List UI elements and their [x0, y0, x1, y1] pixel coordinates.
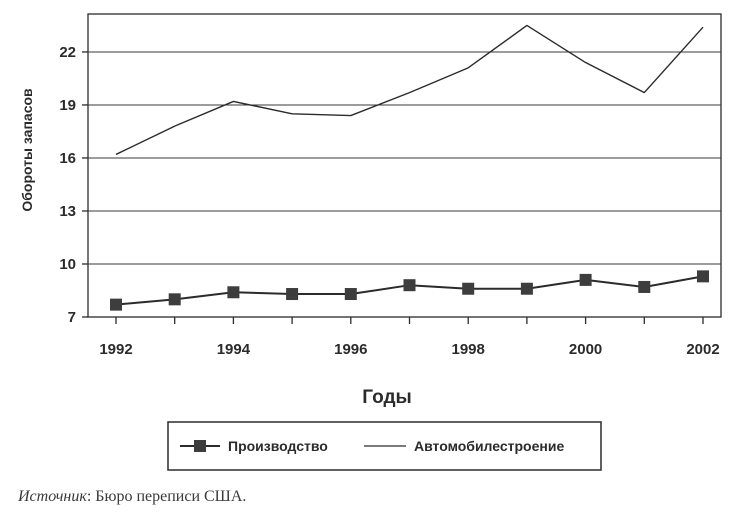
source-label: Источник	[18, 488, 87, 505]
x-tick-label: 1994	[217, 341, 251, 358]
data-point	[168, 293, 181, 306]
data-point	[638, 280, 651, 293]
plot-frame	[87, 13, 722, 318]
x-tick-label: 1998	[452, 341, 485, 358]
data-point	[344, 288, 357, 301]
y-tick-label: 16	[59, 150, 76, 167]
chart: 7 10 13 16 19 22 1992 1994 1996 1998 2000 2002 Обо…	[19, 13, 722, 471]
gridlines	[88, 51, 721, 265]
legend: Производство Автомобилестроение	[167, 421, 602, 471]
y-tick-label: 13	[59, 203, 76, 220]
x-tick-label: 2002	[686, 341, 719, 358]
y-tick-label: 7	[68, 309, 76, 326]
y-axis-ticks: 7 10 13 16 19 22	[59, 44, 88, 326]
series-line-1	[115, 24, 704, 156]
legend-label-production: Производство	[228, 438, 328, 454]
source-note: Источник: Бюро переписи США.	[18, 488, 246, 506]
x-axis-ticks: 1992 1994 1996 1998 2000 2002	[99, 317, 720, 358]
data-point	[227, 286, 240, 299]
data-point	[462, 282, 475, 295]
x-tick-label: 2000	[569, 341, 602, 358]
data-point	[579, 273, 592, 286]
legend-label-auto: Автомобилестроение	[414, 438, 564, 454]
data-point	[697, 270, 709, 283]
source-text: : Бюро переписи США.	[86, 488, 247, 505]
series-lines	[110, 24, 709, 311]
data-point	[403, 279, 416, 292]
y-tick-label: 10	[59, 256, 76, 273]
y-tick-label: 19	[59, 97, 76, 114]
y-axis-title: Обороты запасов	[19, 88, 35, 212]
y-tick-label: 22	[59, 44, 76, 61]
data-point	[520, 282, 533, 295]
data-point	[110, 298, 122, 311]
data-point	[286, 288, 299, 301]
x-tick-label: 1996	[334, 341, 367, 358]
x-axis-title: Годы	[362, 387, 411, 408]
x-tick-label: 1992	[99, 341, 132, 358]
legend-marker-production	[194, 440, 206, 452]
